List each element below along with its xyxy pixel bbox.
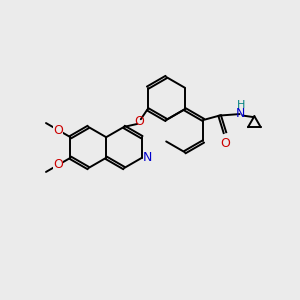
Text: N: N <box>143 151 152 164</box>
Text: O: O <box>134 115 144 128</box>
Text: N: N <box>236 107 245 120</box>
Text: O: O <box>53 158 63 171</box>
Text: O: O <box>53 124 63 136</box>
Text: H: H <box>237 100 245 110</box>
Text: O: O <box>220 137 230 150</box>
